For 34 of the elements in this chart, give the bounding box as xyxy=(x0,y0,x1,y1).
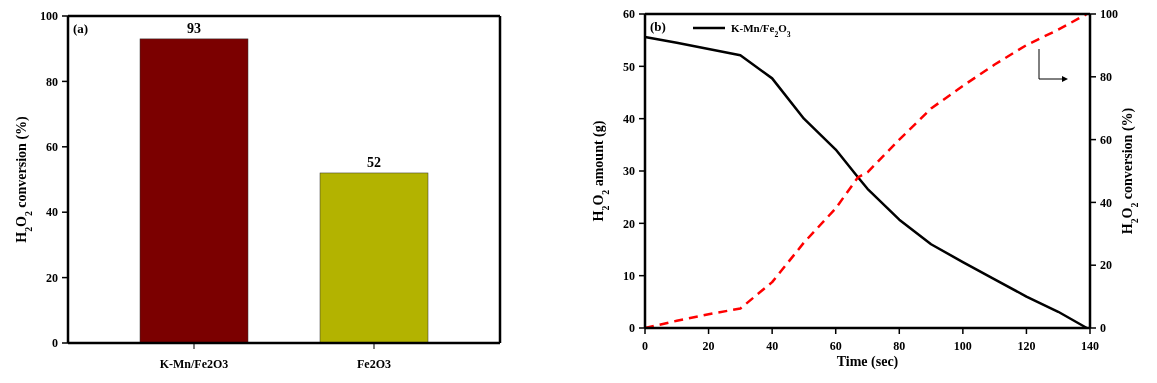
x-tick-label: 0 xyxy=(642,339,648,353)
y2-tick-label: 100 xyxy=(1100,7,1118,22)
x-tick-label: Fe2O3 xyxy=(357,357,391,371)
y-tick-label: 60 xyxy=(623,7,635,22)
y-tick-label: 20 xyxy=(623,216,635,231)
y-tick-label: 20 xyxy=(46,270,58,285)
x-tick-label: 140 xyxy=(1081,339,1099,353)
x-tick-label: 60 xyxy=(829,339,842,353)
legend-label: K-Mn/Fe$_{2}$O$_{3}$ xyxy=(731,22,791,39)
data-label: 93 xyxy=(187,20,201,36)
y-tick-label: 0 xyxy=(629,321,635,336)
y2-tick-label: 40 xyxy=(1100,195,1112,210)
x-tick-label: 100 xyxy=(953,339,972,353)
y-tick-label: 40 xyxy=(623,111,635,126)
x-tick-label: 80 xyxy=(893,339,906,353)
y-tick-label: 30 xyxy=(623,164,635,179)
x-tick-label: K-Mn/Fe2O3 xyxy=(159,357,229,371)
y-tick-label: 100 xyxy=(40,9,58,24)
y2-tick-label: 80 xyxy=(1100,70,1112,84)
y-tick-label: 60 xyxy=(46,140,58,154)
y2-tick-label: 0 xyxy=(1100,321,1106,336)
x-tick-label: 120 xyxy=(1017,339,1036,353)
y2-tick-label: 60 xyxy=(1100,132,1112,147)
y-tick-label: 10 xyxy=(623,268,635,283)
x-tick-label: 40 xyxy=(766,339,779,353)
y-tick-label: 40 xyxy=(46,205,58,220)
y-tick-label: 80 xyxy=(46,74,58,89)
x-axis-title: Time (sec) xyxy=(836,354,899,370)
x-tick-label: 20 xyxy=(702,339,715,353)
annotation: (b) xyxy=(650,19,666,34)
y2-tick-label: 20 xyxy=(1100,258,1112,273)
data-label: 52 xyxy=(367,154,381,170)
annotation: (a) xyxy=(73,21,89,36)
y-tick-label: 50 xyxy=(623,59,635,74)
